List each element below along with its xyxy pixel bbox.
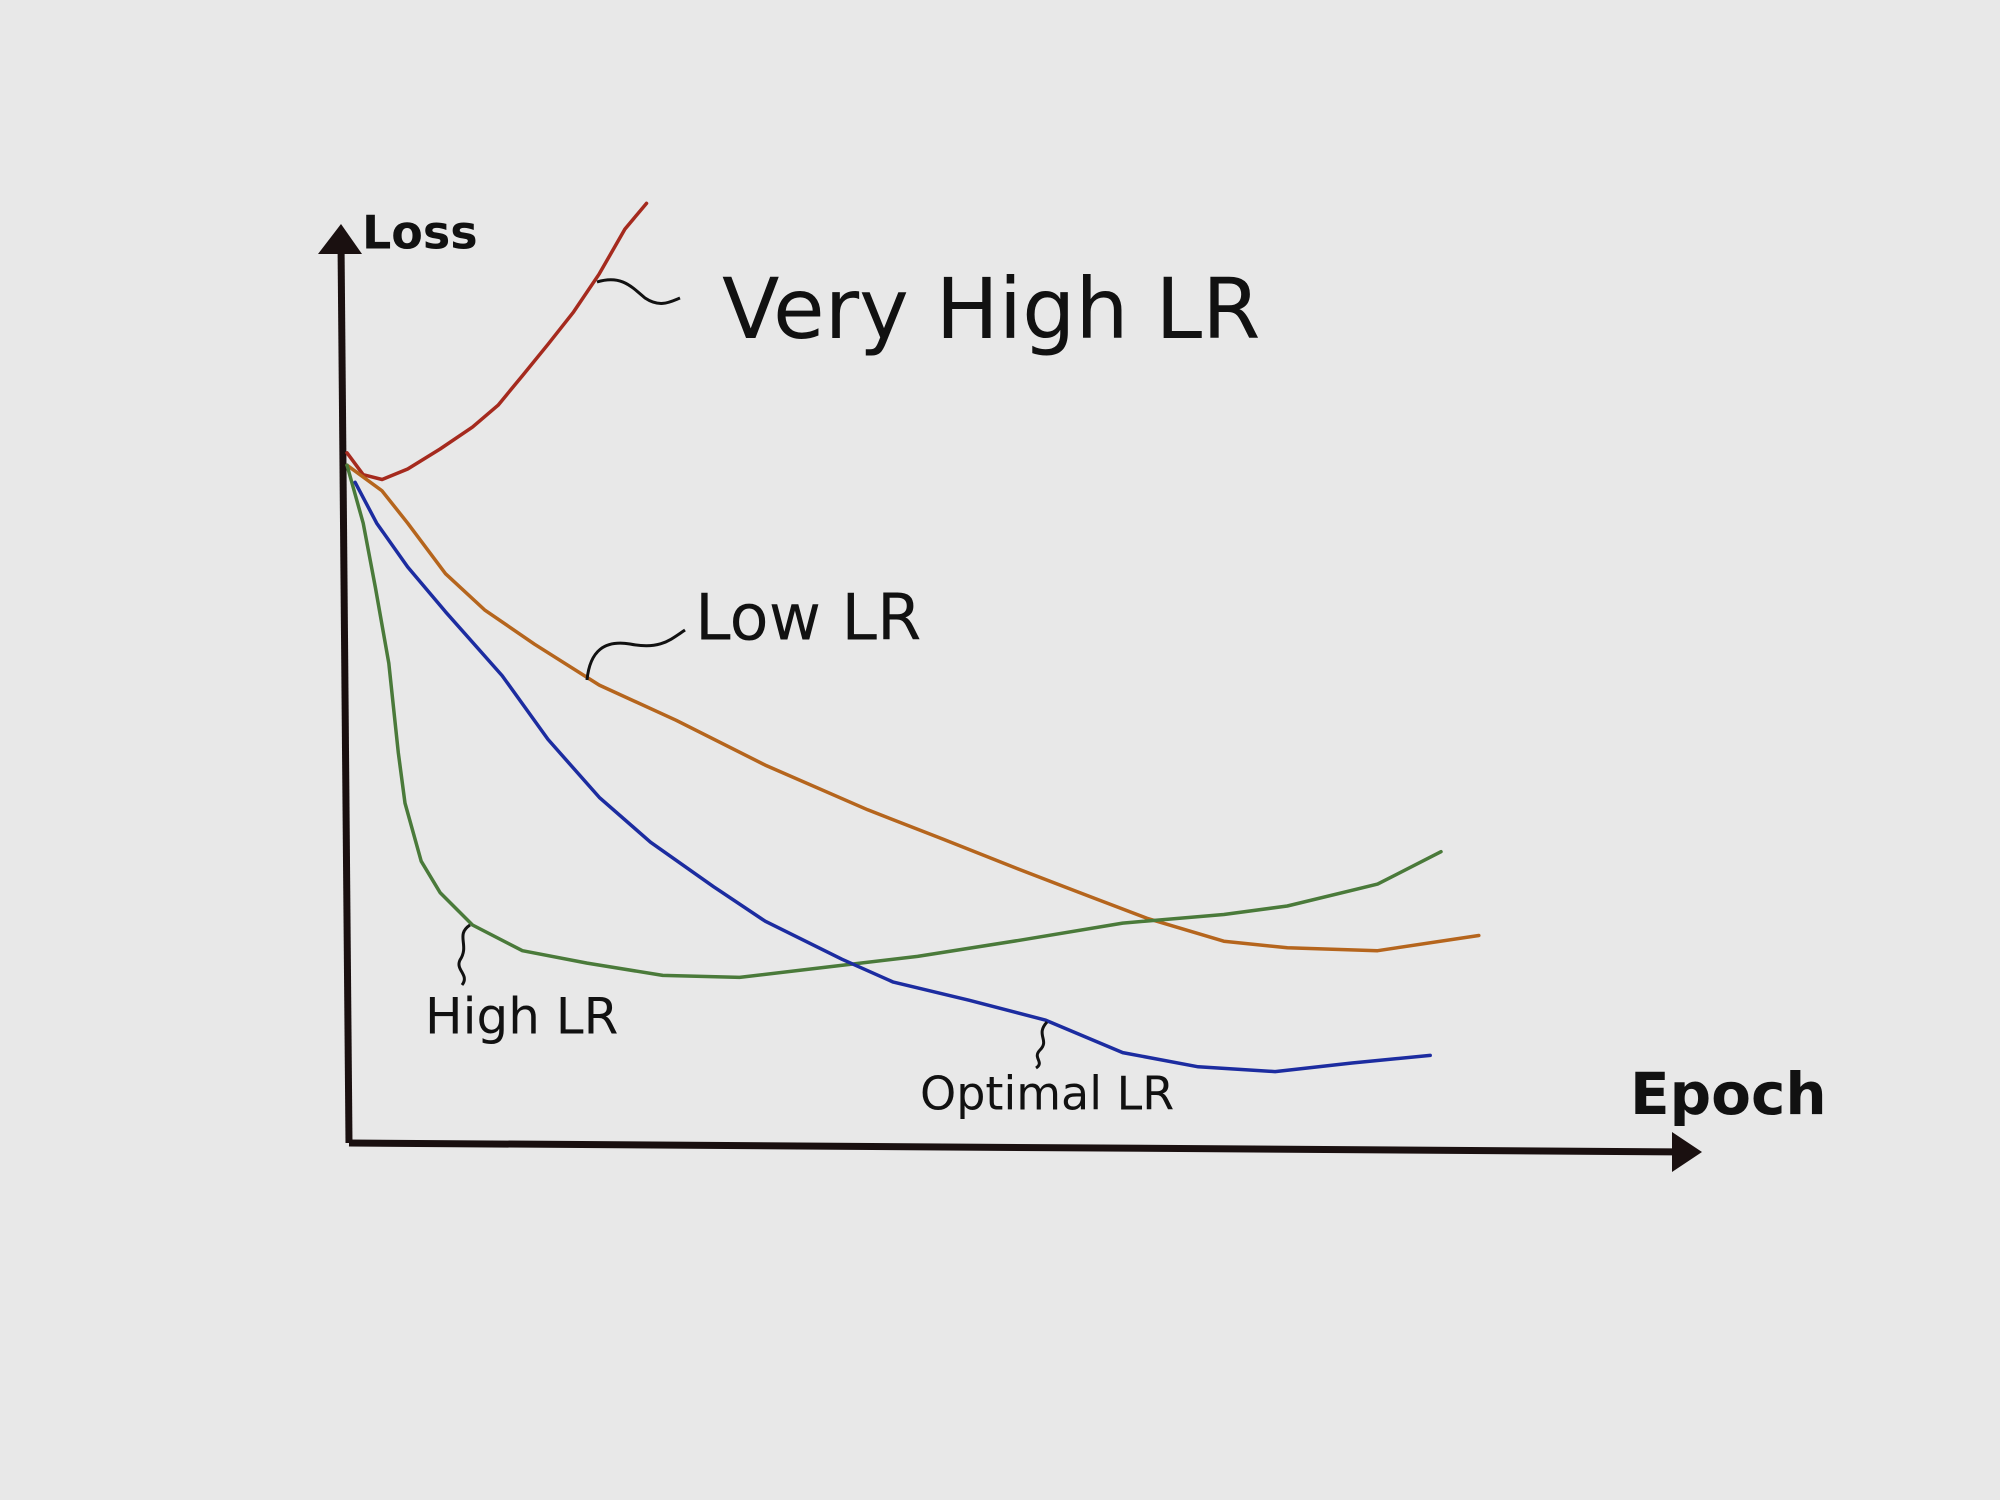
series-line [353,480,1432,1074]
y-axis [337,241,353,1144]
y-axis-label: Loss [362,206,478,260]
leader [1035,1020,1049,1070]
series-line [345,463,1443,980]
leader [585,628,686,681]
series-label: Optimal LR [920,1067,1174,1121]
x-axis-arrow [1672,1132,1702,1172]
series-label: Very High LR [722,260,1261,358]
series-label: Low LR [695,582,922,656]
series-line [345,463,1481,953]
y-axis-arrow [318,224,362,254]
leaders [457,278,1049,1070]
series-line [345,201,649,482]
x-axis [348,1139,1697,1156]
leader [596,278,681,305]
leader [457,923,471,986]
series-label: High LR [425,988,618,1046]
x-axis-label: Epoch [1630,1060,1827,1128]
